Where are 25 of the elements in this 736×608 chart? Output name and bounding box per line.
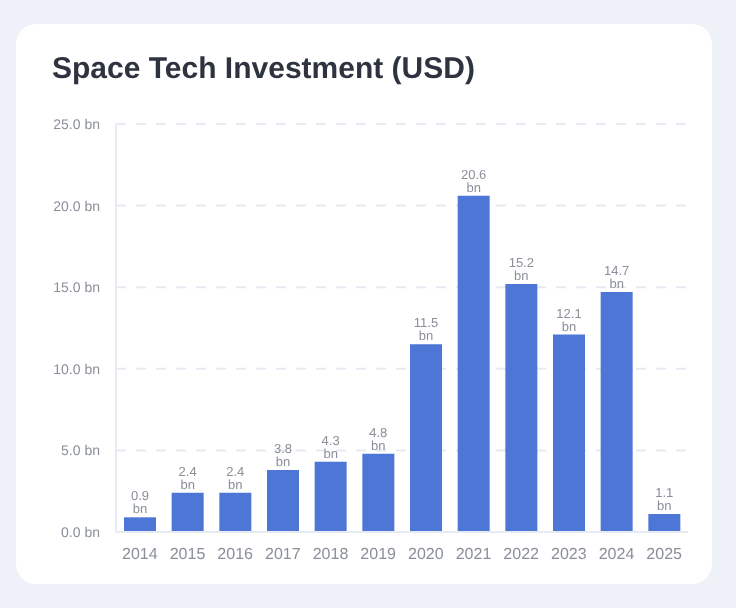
bar	[410, 344, 442, 532]
x-tick-label: 2023	[551, 545, 588, 564]
x-tick-label: 2016	[217, 545, 255, 564]
bar	[457, 195, 490, 532]
x-tick-label: 2017	[265, 545, 302, 564]
bar	[219, 492, 252, 532]
bar	[553, 334, 585, 532]
x-tick-label: 2025	[646, 545, 684, 564]
bar	[124, 517, 156, 532]
bar	[648, 514, 681, 532]
x-tick-label: 2024	[598, 545, 636, 564]
x-tick-label: 2020	[408, 545, 445, 564]
bar	[267, 469, 299, 532]
bar	[171, 492, 204, 532]
x-tick-label: 2018	[312, 545, 350, 564]
bar	[314, 461, 347, 532]
x-tick-label: 2015	[169, 545, 207, 564]
bar	[362, 453, 395, 532]
bar	[600, 292, 633, 532]
bar	[505, 283, 538, 532]
chart-title: Space Tech Investment (USD)	[50, 50, 477, 90]
x-tick-label: 2014	[122, 545, 159, 564]
x-tick-label: 2022	[503, 545, 541, 564]
x-tick-label: 2019	[360, 545, 398, 564]
x-tick-label: 2021	[455, 545, 493, 564]
